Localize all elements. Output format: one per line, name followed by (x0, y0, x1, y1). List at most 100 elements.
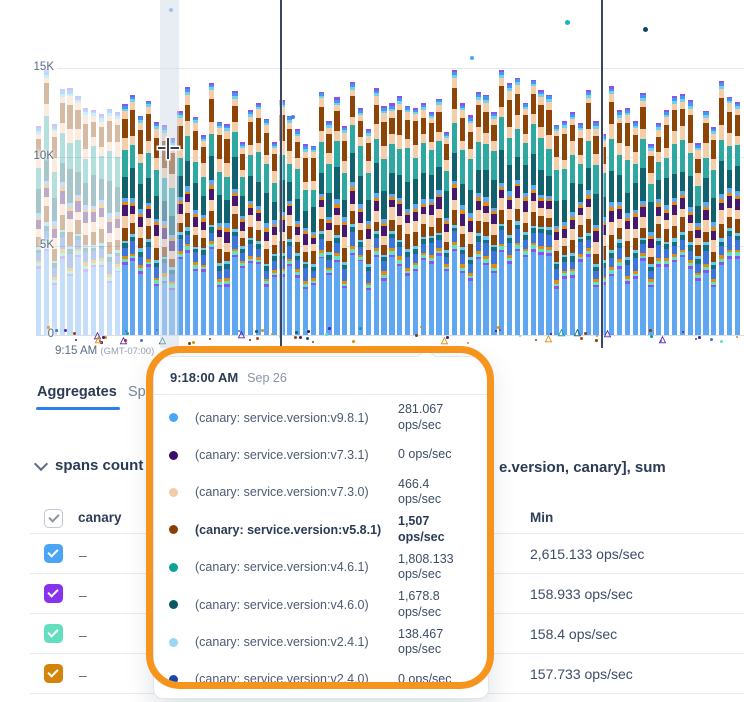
stacked-bar[interactable] (326, 120, 332, 335)
stacked-bar[interactable] (577, 123, 583, 335)
stacked-bar[interactable] (538, 90, 544, 335)
stacked-bar[interactable] (263, 118, 269, 335)
stacked-bar[interactable] (67, 87, 73, 335)
stacked-bar[interactable] (514, 77, 521, 335)
stacked-bar[interactable] (444, 132, 450, 335)
stacked-bar[interactable] (302, 143, 309, 335)
stacked-bar[interactable] (475, 91, 481, 335)
stacked-bar[interactable] (193, 116, 199, 335)
stacked-bar[interactable] (726, 96, 733, 335)
stacked-bar[interactable] (208, 82, 214, 335)
tab-spans[interactable]: Sp (128, 384, 146, 400)
stacked-bar[interactable] (711, 127, 717, 335)
stacked-bar[interactable] (546, 94, 552, 335)
stacked-bar[interactable] (412, 108, 419, 335)
stacked-bar[interactable] (145, 100, 152, 335)
stacked-bar[interactable] (695, 143, 701, 335)
stacked-bar[interactable] (295, 129, 301, 335)
stacked-bar[interactable] (90, 109, 97, 335)
stacked-bar[interactable] (554, 125, 560, 335)
stacked-bar[interactable] (373, 88, 379, 335)
stacked-bar[interactable] (36, 126, 42, 335)
tooltip-row: (canary: service.version:v5.8.1) 1,507 ops… (154, 511, 488, 548)
stacked-bar[interactable] (389, 103, 395, 335)
stacked-bar[interactable] (624, 108, 631, 335)
stacked-bar[interactable] (530, 79, 536, 335)
stacked-bar[interactable] (507, 82, 513, 335)
stacked-bar[interactable] (428, 112, 434, 335)
stacked-bar[interactable] (310, 145, 317, 335)
stacked-bar[interactable] (114, 111, 120, 335)
stacked-bar[interactable] (318, 91, 324, 335)
stacked-bar[interactable] (703, 110, 709, 335)
stacked-bar[interactable] (452, 69, 458, 335)
stacked-bar[interactable] (648, 143, 654, 335)
stacked-bar[interactable] (216, 121, 222, 335)
stacked-bar[interactable] (83, 107, 89, 335)
stacked-bar[interactable] (718, 81, 725, 335)
stacked-bar[interactable] (43, 68, 50, 335)
stacked-bar[interactable] (656, 123, 662, 335)
stacked-bar[interactable] (734, 101, 740, 335)
stacked-bar[interactable] (640, 93, 646, 335)
stacked-bar[interactable] (334, 97, 340, 335)
row-checkbox[interactable] (44, 544, 63, 563)
stacked-bar[interactable] (232, 91, 238, 335)
stacked-bar[interactable] (240, 142, 246, 335)
stacked-bar[interactable] (420, 102, 426, 335)
stacked-bar[interactable] (98, 114, 105, 335)
stacked-bar[interactable] (679, 94, 685, 335)
stacked-bar[interactable] (616, 110, 623, 335)
stacked-bar[interactable] (569, 111, 576, 335)
stacked-bar[interactable] (499, 70, 505, 335)
select-all-checkbox[interactable] (44, 509, 63, 528)
stacked-bar[interactable] (522, 102, 528, 335)
stacked-bar[interactable] (271, 142, 277, 335)
stacked-bar[interactable] (122, 104, 128, 335)
stacked-bar[interactable] (350, 82, 356, 335)
row-checkbox[interactable] (44, 624, 63, 643)
stacked-bar[interactable] (185, 86, 191, 335)
stacked-bar[interactable] (404, 105, 411, 335)
stacked-bar[interactable] (601, 134, 607, 335)
stacked-bar[interactable] (224, 123, 230, 335)
stacked-bar[interactable] (664, 110, 670, 335)
stacked-bar[interactable] (75, 95, 81, 335)
stacked-bar[interactable] (459, 103, 466, 335)
tab-aggregates[interactable]: Aggregates (36, 384, 120, 410)
stacked-bar[interactable] (491, 111, 497, 335)
stacked-bar[interactable] (397, 95, 403, 335)
stacked-bar[interactable] (177, 110, 183, 335)
stacked-bar[interactable] (200, 134, 207, 335)
stacked-bar[interactable] (51, 124, 57, 335)
stacked-bar[interactable] (130, 95, 136, 335)
chevron-down-icon[interactable] (33, 456, 49, 471)
stacked-bar[interactable] (59, 88, 65, 335)
stacked-bar[interactable] (342, 126, 348, 335)
query-section-header[interactable]: spans count (33, 456, 143, 474)
canary-cell: – (79, 587, 87, 603)
stacked-bar[interactable] (255, 103, 262, 335)
stacked-bar[interactable] (593, 121, 599, 335)
stacked-bar[interactable] (609, 86, 615, 335)
stacked-bar[interactable] (138, 115, 144, 335)
stacked-bar[interactable] (287, 115, 293, 335)
stacked-bar[interactable] (381, 106, 387, 335)
stacked-bar[interactable] (436, 98, 442, 335)
stacked-bar[interactable] (585, 90, 591, 335)
stacked-bar[interactable] (687, 99, 693, 335)
stacked-bar[interactable] (632, 121, 638, 335)
stacked-bar[interactable] (483, 94, 489, 335)
stacked-bar[interactable] (247, 109, 254, 335)
stacked-bar[interactable] (153, 121, 160, 335)
stacked-bar[interactable] (106, 108, 112, 335)
row-checkbox[interactable] (44, 664, 63, 683)
stacked-bar[interactable] (357, 107, 364, 335)
stacked-bar[interactable] (365, 129, 371, 335)
stacked-bar[interactable] (671, 96, 678, 335)
row-checkbox[interactable] (44, 584, 63, 603)
stacked-bar[interactable] (467, 115, 474, 335)
stacked-bar[interactable] (561, 120, 568, 335)
outlier-dot (469, 55, 475, 61)
